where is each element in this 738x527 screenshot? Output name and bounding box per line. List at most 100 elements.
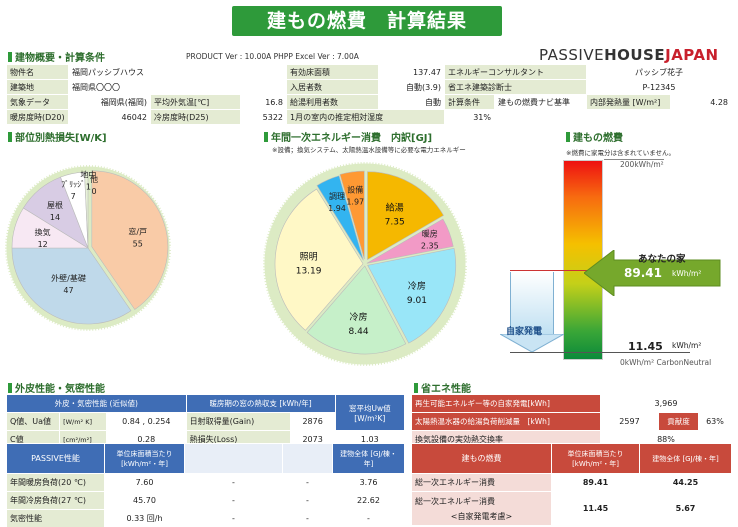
table-row: 太陽熱温水器の給湯負荷削減量 [kWh] 2597 貢献度 63% — [411, 412, 733, 431]
pie-value-label-1: 47 — [63, 286, 73, 295]
page-title: 建もの燃費 計算結果 — [232, 6, 502, 36]
table-row: 年間暖房負荷(20 ℃) 7.60 - - 3.76 — [6, 473, 405, 492]
pie-value-label-2: 12 — [38, 240, 48, 249]
pie-slice-1 — [11, 247, 132, 325]
cell: 入居者数 — [286, 79, 379, 95]
cell: 63% — [697, 412, 733, 431]
pie-category-label-6: 設備 — [347, 185, 363, 195]
pie-value-label-5: 1.94 — [328, 204, 346, 213]
cell: 暖房期の窓の熱収支 [kWh/年] — [185, 394, 336, 413]
your-house-label: あなたの家 — [638, 254, 686, 265]
cell: 137.47 — [378, 64, 445, 80]
overview-table: 物件名 福岡パッシブハウス 有効床面積 137.47 エネルギーコンサルタント … — [6, 64, 732, 125]
envelope-heading: 外皮性能・気密性能 — [8, 380, 105, 395]
pie-slice-5 — [84, 171, 89, 249]
table-row: 外皮・気密性能 (近似値) 暖房期の窓の熱収支 [kWh/年] 窓平均Uw値 [… — [6, 394, 406, 431]
cell: 5.67 — [639, 491, 732, 526]
cell: 建もの燃費 — [411, 443, 552, 474]
pie-slice-4 — [274, 188, 364, 331]
cell: 建築地 — [6, 79, 69, 95]
cell: - — [282, 473, 333, 492]
pie-category-label-2: 換気 — [35, 227, 51, 237]
pie-slice-5 — [316, 175, 364, 261]
energy-heading: 年間一次エネルギー消費 内訳[GJ] — [264, 129, 432, 144]
nenpi-note: ※燃費に家電分は含まれていません。 — [566, 149, 676, 157]
cell: 11.45 — [551, 491, 640, 526]
cell: 暖房度時(D20) — [6, 109, 69, 125]
envelope-table: 外皮・気密性能 (近似値) 暖房期の窓の熱収支 [kWh/年] 窓平均Uw値 [… — [5, 394, 406, 449]
pie-category-label-0: 給湯 — [386, 201, 404, 213]
pie-category-label-1: 外壁/基礎 — [51, 273, 86, 283]
heat-loss-heading: 部位別熱損失[W/K] — [8, 129, 107, 144]
cell: - — [184, 473, 283, 492]
pie-category-label-2: 冷房 — [408, 280, 426, 292]
pie-slice-2 — [367, 248, 456, 344]
cell: 省エネ建築診断士 — [444, 79, 587, 95]
passivehouse-japan-logo: PASSIVEHOUSEJAPAN — [539, 46, 719, 64]
table-row: 総一次エネルギー消費 89.41 44.25 — [411, 473, 732, 492]
cell: 1月の室内の推定相対湿度 — [286, 109, 445, 125]
pie-value-label-0: 55 — [133, 239, 143, 248]
energy-note: ※設備；換気システム、太陽熱温水設備等に必要な電力エネルギー — [272, 146, 466, 154]
cell: 0.33 回/h — [104, 509, 185, 527]
cell-line: <自家発電考慮> — [450, 511, 513, 521]
self-gen-arrow-head — [500, 334, 564, 353]
nenpi-table: 建もの燃費 単位床面積当たり [kWh/m²・年] 建物全体 [GJ/棟・年] … — [411, 443, 732, 526]
cell: 福岡パッシブハウス — [68, 64, 287, 80]
cell: 0.84 , 0.254 — [106, 412, 187, 431]
self-gen-label: 自家発電 — [506, 327, 543, 337]
version-text: PRODUCT Ver : 10.00A PHPP Excel Ver : 7.… — [186, 52, 359, 61]
pie-category-label-5: 地中 — [80, 170, 96, 180]
self-gen-arrow — [510, 272, 554, 336]
pie-value-label-6: 0 — [91, 187, 96, 196]
cell — [282, 443, 333, 474]
your-house-unit: kWh/m² — [672, 269, 702, 278]
pie-category-label-4: 照明 — [300, 252, 318, 263]
pie-value-label-0: 7.35 — [385, 217, 405, 227]
cell: 45.70 — [104, 491, 185, 510]
cell: PASSIVE性能 — [6, 443, 105, 474]
cell: Q値、Ua値 — [5, 412, 61, 431]
your-house-value: 89.41 — [624, 266, 662, 280]
cell: 建物全体 [GJ/棟・年] — [639, 443, 732, 474]
pie-category-label-4: ﾌﾞﾘｯｼﾞ — [61, 180, 85, 189]
cell: 外皮・気密性能 (近似値) — [6, 394, 187, 413]
cell: 建もの燃費ナビ基準 — [494, 94, 587, 110]
table-row: 年間冷房負荷(27 ℃) 45.70 - - 22.62 — [6, 491, 405, 510]
self-gen-value: 11.45 — [628, 340, 663, 353]
cell: 年間冷房負荷(27 ℃) — [6, 491, 105, 510]
cell: 44.25 — [639, 473, 732, 492]
pie-slice-0 — [367, 171, 444, 261]
cell: 内部発熱量 [W/m²] — [586, 94, 671, 110]
table-row: 再生可能エネルギー等の自家発電[kWh] 3,969 — [411, 394, 733, 413]
cell-line: 総一次エネルギー消費 — [415, 496, 495, 506]
eco-table: 再生可能エネルギー等の自家発電[kWh] 3,969 太陽熱温水器の給湯負荷削減… — [411, 394, 733, 449]
pie-value-label-4: 7 — [71, 192, 76, 201]
cell — [494, 109, 732, 125]
cell: 再生可能エネルギー等の自家発電[kWh] — [411, 394, 601, 413]
cell: 建物全体 [GJ/棟・年] — [332, 443, 405, 474]
nenpi-heading: 建もの燃費 — [566, 129, 623, 144]
pie-value-label-6: 1.97 — [346, 198, 364, 207]
table-row: 総一次エネルギー消費 <自家発電考慮> 11.45 5.67 — [411, 491, 732, 526]
cell: 単位床面積当たり [kWh/m²・年] — [104, 443, 185, 474]
cell: 年間暖房負荷(20 ℃) — [6, 473, 105, 492]
pie-category-label-0: 窓/戸 — [128, 226, 147, 236]
cell: 16.8 — [240, 94, 287, 110]
pie-value-label-4: 13.19 — [296, 267, 322, 277]
cell: - — [282, 509, 333, 527]
scale-top-label: 200kWh/m² — [620, 160, 664, 169]
eco-heading: 省エネ性能 — [414, 380, 471, 395]
cell: 単位床面積当たり [kWh/m²・年] — [551, 443, 640, 474]
your-house-arrow — [584, 250, 721, 296]
cell: 太陽熱温水器の給湯負荷削減量 [kWh] — [411, 412, 601, 431]
pie-category-label-5: 調理 — [329, 191, 345, 201]
cell: 有効床面積 — [286, 64, 379, 80]
cell: - — [332, 509, 405, 527]
cell: - — [184, 491, 283, 510]
pie-value-label-2: 9.01 — [407, 296, 427, 306]
cell: 貢献度 — [657, 412, 699, 431]
cell: パッシブ花子 — [586, 64, 732, 80]
cell: 7.60 — [104, 473, 185, 492]
